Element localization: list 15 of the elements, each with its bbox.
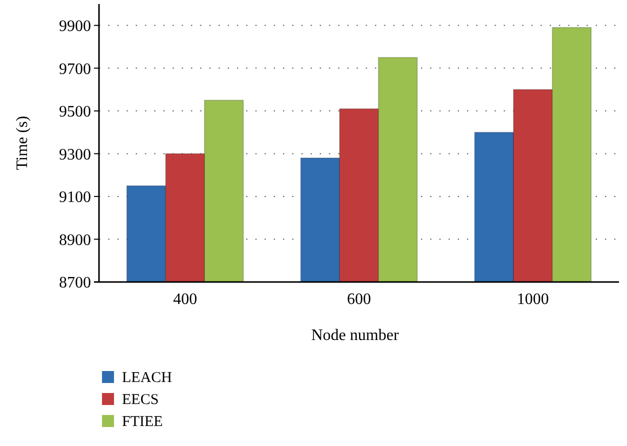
- legend-label: FTIEE: [122, 414, 163, 430]
- y-axis-title: Time (s): [14, 116, 31, 170]
- x-tick-label: 600: [347, 291, 371, 308]
- y-tick-label: 8700: [59, 274, 91, 292]
- x-tick-label: 400: [173, 291, 198, 308]
- x-axis-title: Node number: [311, 327, 400, 344]
- y-tick-label: 9100: [59, 189, 91, 206]
- y-tick-label: 9300: [59, 146, 91, 164]
- x-tick-label: 1000: [516, 291, 549, 308]
- y-tick-label: 9900: [59, 18, 91, 35]
- y-tick-label: 8900: [59, 232, 91, 249]
- legend-label: EECS: [122, 392, 159, 408]
- y-tick-label: 9500: [59, 104, 91, 121]
- y-tick-label: 9700: [59, 60, 91, 78]
- legend-label: LEACH: [122, 370, 172, 386]
